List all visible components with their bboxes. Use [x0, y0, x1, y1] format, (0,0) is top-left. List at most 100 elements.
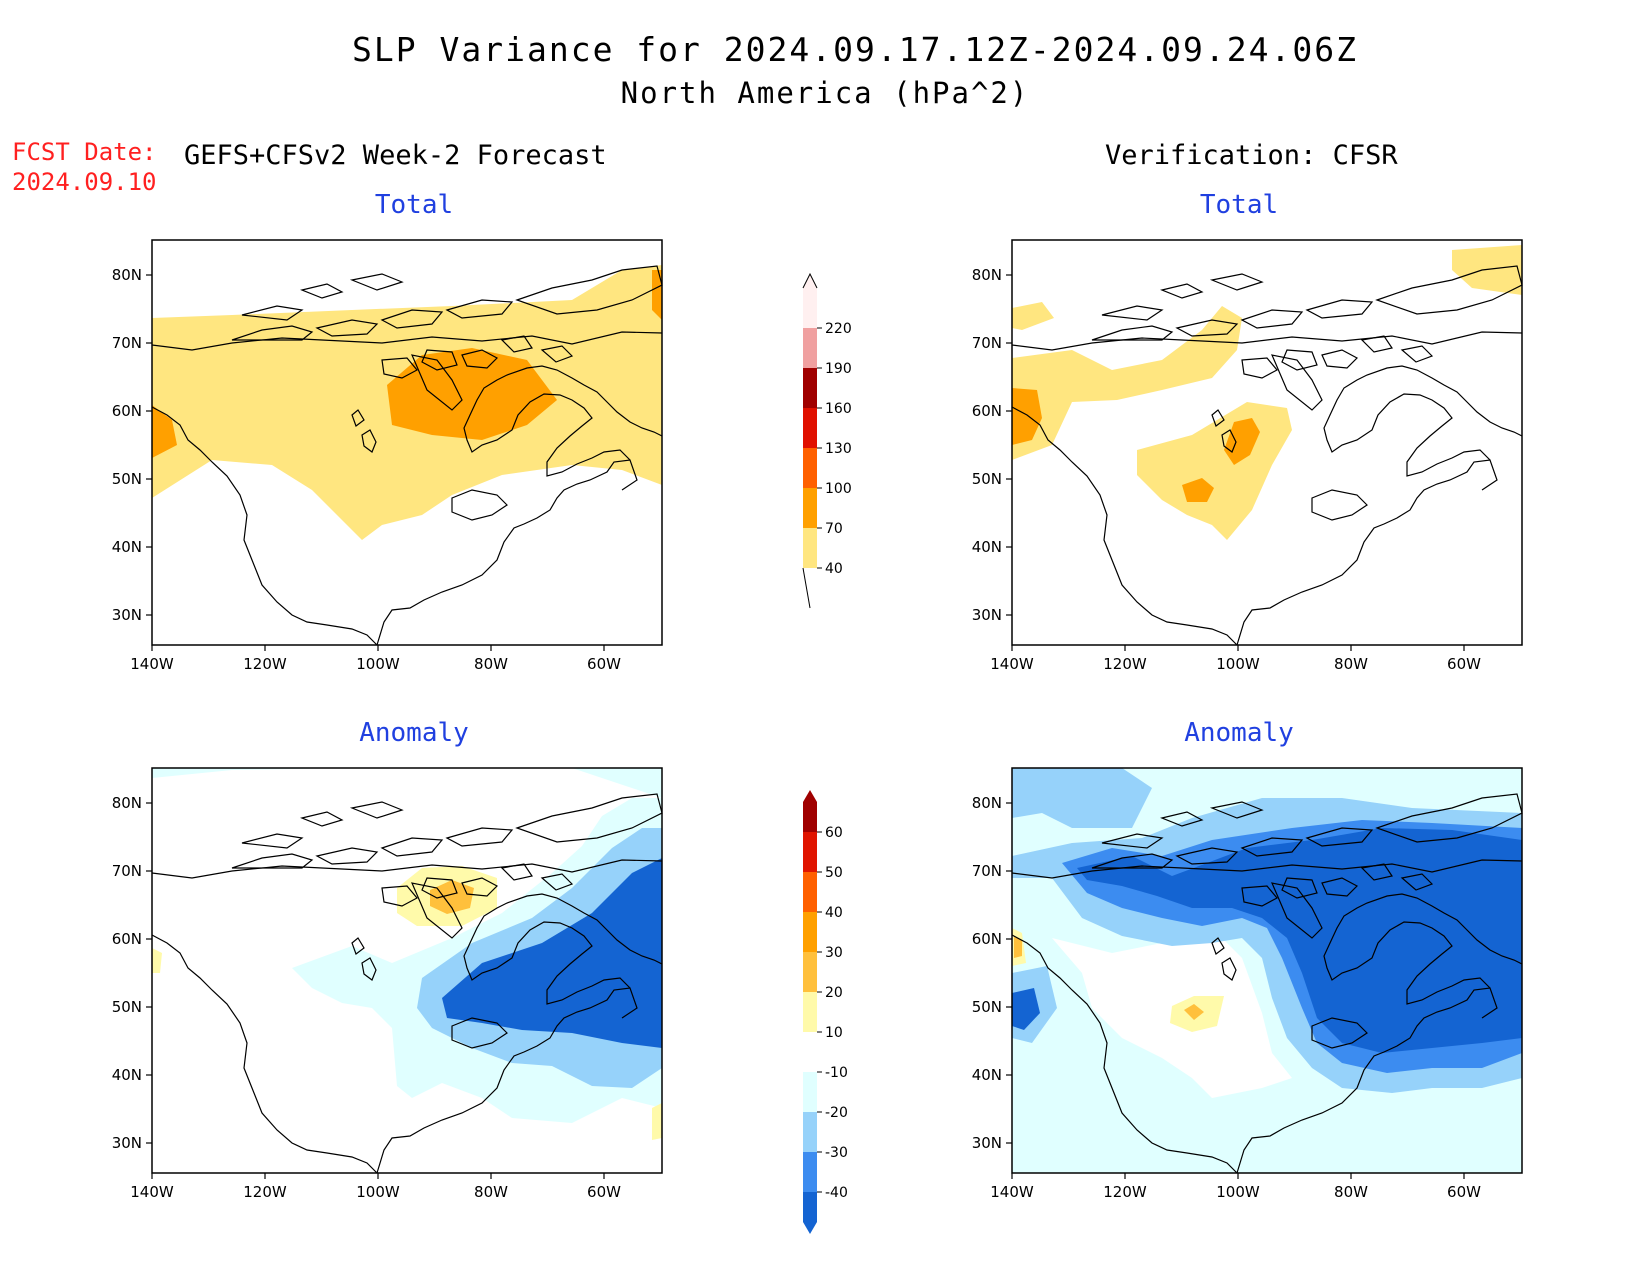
- colorbar-label: 220: [825, 321, 852, 337]
- panel-title-forecast-total: Total: [374, 190, 454, 220]
- colorbar-total: 40 70 100 130 160 190 220: [802, 272, 852, 609]
- fcst-date-label: FCST Date:: [12, 138, 157, 166]
- contour-40-70-band: [1012, 306, 1242, 460]
- contour-minus20-northwest: [1012, 768, 1152, 828]
- chart-subtitle: North America (hPa^2): [620, 76, 1030, 110]
- colorbar-swatch: [803, 992, 817, 1032]
- colorbar-label: -30: [825, 1145, 848, 1161]
- colorbar-label: 10: [825, 1025, 843, 1041]
- lon-tick-label: 80W: [1334, 655, 1368, 673]
- colorbar-swatch: [803, 1192, 817, 1234]
- lat-tick-label: 50N: [112, 998, 142, 1016]
- colorbar-label: -40: [825, 1185, 848, 1201]
- colorbar-swatch: [803, 1072, 817, 1112]
- contour-20-30: [1184, 1004, 1204, 1020]
- lat-tick-label: 70N: [112, 334, 142, 352]
- colorbar-swatch: [803, 1112, 817, 1152]
- lat-tick-label: 60N: [112, 930, 142, 948]
- lat-tick-label: 30N: [972, 1134, 1002, 1152]
- lon-tick-label: 60W: [587, 655, 621, 673]
- lat-tick-label: 60N: [972, 930, 1002, 948]
- lat-tick-label: 80N: [972, 266, 1002, 284]
- lon-tick-label: 80W: [474, 1183, 508, 1201]
- lon-tick-label: 100W: [356, 1183, 400, 1201]
- lon-tick-label: 120W: [243, 1183, 287, 1201]
- verification-header: Verification: CFSR: [1105, 140, 1398, 171]
- colorbar-label: 30: [825, 945, 843, 961]
- colorbar-swatch: [803, 872, 817, 912]
- map-verification-total: 80N 70N 60N 50N 40N 30N 140W 120W 100W 80W 60W: [972, 239, 1523, 673]
- contour-70-100-east: [652, 270, 662, 320]
- lat-tick-label: 80N: [112, 266, 142, 284]
- lon-tick-label: 80W: [1334, 1183, 1368, 1201]
- contour-20-30-west: [1014, 936, 1022, 958]
- lon-tick-label: 60W: [1447, 1183, 1481, 1201]
- lon-tick-label: 80W: [474, 655, 508, 673]
- chart-title: SLP Variance for 2024.09.17.12Z-2024.09.…: [352, 30, 1358, 69]
- lat-tick-label: 30N: [112, 1134, 142, 1152]
- map-verification-anomaly: 80N 70N 60N 50N 40N 30N 140W 120W 100W 80W 60W: [972, 767, 1523, 1201]
- lat-tick-label: 70N: [972, 334, 1002, 352]
- contour-10-20-west: [152, 948, 162, 973]
- panel-title-verification-anomaly: Anomaly: [1184, 718, 1294, 748]
- colorbar-swatch: [803, 408, 817, 448]
- colorbar-label: 190: [825, 361, 852, 377]
- contour-minus40: [1077, 828, 1522, 1053]
- lon-tick-label: 140W: [990, 655, 1034, 673]
- lat-tick-label: 80N: [972, 794, 1002, 812]
- colorbar-label: 160: [825, 401, 852, 417]
- colorbar-label: -10: [825, 1065, 848, 1081]
- lat-tick-label: 50N: [112, 470, 142, 488]
- colorbar-label: 100: [825, 481, 852, 497]
- colorbar-swatch: [803, 448, 817, 488]
- colorbar-label: -20: [825, 1105, 848, 1121]
- lon-tick-label: 120W: [1103, 655, 1147, 673]
- colorbar-label: 60: [825, 825, 843, 841]
- panel-title-verification-total: Total: [1199, 190, 1279, 220]
- lon-tick-label: 120W: [243, 655, 287, 673]
- map-frame: [151, 767, 663, 1174]
- lat-tick-label: 40N: [972, 1066, 1002, 1084]
- colorbar-label: 70: [825, 521, 843, 537]
- lon-tick-label: 100W: [1216, 655, 1260, 673]
- colorbar-swatch: [803, 952, 817, 992]
- lat-tick-label: 50N: [972, 470, 1002, 488]
- contour-minus40-west: [1012, 988, 1040, 1030]
- colorbar-swatch: [803, 832, 817, 872]
- colorbar-swatch: [803, 328, 817, 368]
- colorbar-swatch: [803, 488, 817, 528]
- contour-10-20-southeast: [652, 1103, 662, 1140]
- lon-tick-label: 140W: [130, 655, 174, 673]
- lat-tick-label: 40N: [112, 1066, 142, 1084]
- lat-tick-label: 50N: [972, 998, 1002, 1016]
- colorbar-swatch: [803, 288, 817, 328]
- panel-title-forecast-anomaly: Anomaly: [359, 718, 469, 748]
- contour-20-30: [430, 880, 474, 914]
- lat-tick-label: 70N: [112, 862, 142, 880]
- lon-tick-label: 60W: [1447, 655, 1481, 673]
- forecast-header: GEFS+CFSv2 Week-2 Forecast: [184, 140, 607, 171]
- contour-70-100-central: [1224, 418, 1260, 465]
- colorbar-label: 50: [825, 865, 843, 881]
- contour-70-100: [387, 348, 557, 440]
- contour-40-70-nw: [1012, 302, 1054, 330]
- map-forecast-total: 80N 70N 60N 50N 40N 30N 140W 120W 100W 80W 60W: [112, 239, 663, 673]
- contour-minus10-north: [152, 768, 352, 778]
- map-forecast-anomaly: 80N 70N 60N 50N 40N 30N 140W 120W 100W 80W 60W: [112, 767, 663, 1201]
- lon-tick-label: 120W: [1103, 1183, 1147, 1201]
- lat-tick-label: 40N: [972, 538, 1002, 556]
- contour-70-100-south: [1182, 478, 1214, 502]
- lat-tick-label: 40N: [112, 538, 142, 556]
- fcst-date-value: 2024.09.10: [12, 168, 157, 196]
- lat-tick-label: 30N: [972, 606, 1002, 624]
- colorbar-swatch: [803, 1032, 817, 1072]
- colorbar-anomaly: 60 50 40 30 20 10 -10 -20 -30 -40: [803, 790, 848, 1234]
- lon-tick-label: 60W: [587, 1183, 621, 1201]
- lat-tick-label: 60N: [112, 402, 142, 420]
- colorbar-label: 40: [825, 561, 843, 577]
- colorbar-swatch: [803, 790, 817, 832]
- lon-tick-label: 140W: [990, 1183, 1034, 1201]
- lat-tick-label: 80N: [112, 794, 142, 812]
- map-frame: [151, 239, 663, 646]
- lon-tick-label: 100W: [1216, 1183, 1260, 1201]
